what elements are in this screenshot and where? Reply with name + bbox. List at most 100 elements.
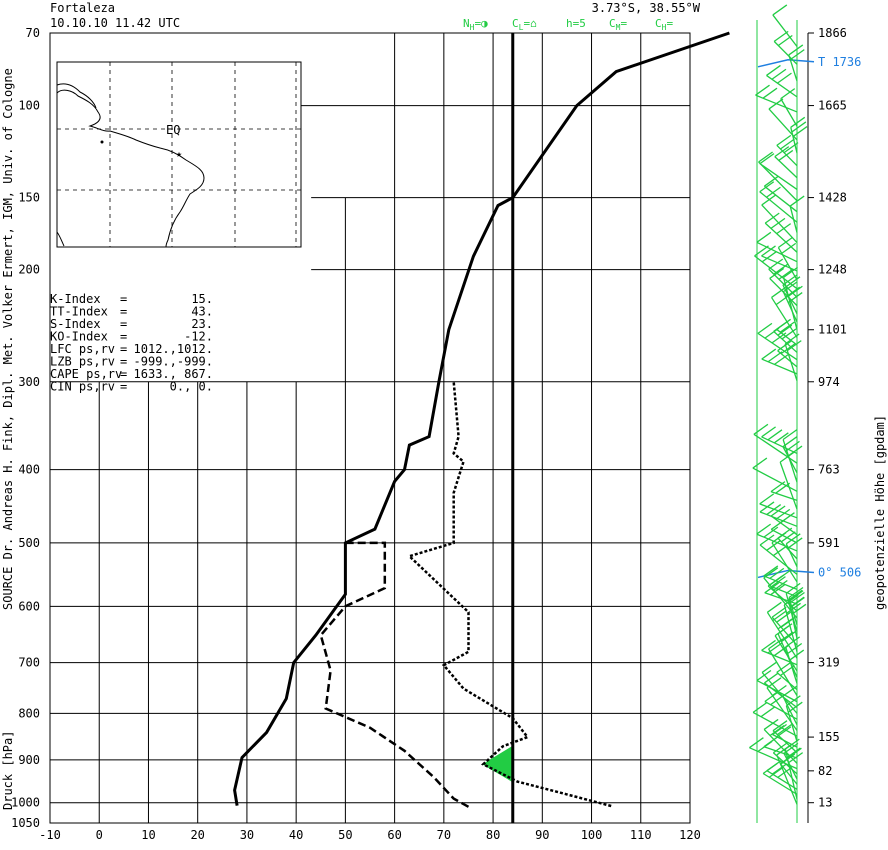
wind-barb xyxy=(788,590,807,639)
wind-barb xyxy=(773,320,798,353)
pressure-tick-label: 150 xyxy=(18,191,40,205)
wind-barb xyxy=(759,181,798,223)
wind-barb xyxy=(752,701,798,737)
height-tick-label: 1101 xyxy=(818,323,847,337)
wind-barb xyxy=(785,533,803,567)
pressure-tick-label: 900 xyxy=(18,753,40,767)
index-name: K-Index xyxy=(50,292,101,306)
stability-indices: K-Index = 15. TT-Index = 43. S-Index = 23. KO-Ind… xyxy=(50,292,213,394)
wind-barb xyxy=(783,594,801,652)
x-tick-label: 90 xyxy=(535,828,549,842)
index-sep: = xyxy=(120,367,127,381)
wind-barb xyxy=(761,661,798,714)
x-tick-label: 20 xyxy=(190,828,204,842)
x-tick-label: 80 xyxy=(486,828,500,842)
pressure-tick-label: 1000 xyxy=(11,796,40,810)
wind-barb xyxy=(756,231,798,263)
height-tick-label: 1248 xyxy=(818,263,847,277)
index-name: LZB ps,rv xyxy=(50,355,115,369)
wind-barb xyxy=(766,64,798,98)
cloud-code-nh: NH=◑ xyxy=(463,17,488,32)
height-tick-label: 591 xyxy=(818,536,840,550)
index-name: CAPE ps,rv xyxy=(50,367,122,381)
wind-barb xyxy=(761,194,798,243)
wind-barb xyxy=(763,565,798,590)
height-axis-label: geopotenzielle Höhe [gpdam] xyxy=(873,415,887,610)
height-tick-label: 1665 xyxy=(818,99,847,113)
wind-barb xyxy=(758,151,798,202)
cloud-codes: NH=◑ CL=⌂ h=5 CM= CH= xyxy=(463,17,673,32)
wind-barb xyxy=(759,501,798,527)
pressure-tick-label: 100 xyxy=(18,99,40,113)
wind-barb xyxy=(788,586,805,626)
index-sep: = xyxy=(120,380,127,394)
wind-barb xyxy=(754,245,798,290)
pressure-axis-label: Druck [hPa] xyxy=(1,731,15,810)
index-name: KO-Index xyxy=(50,330,108,344)
wind-barb xyxy=(757,322,798,361)
wind-barb xyxy=(770,518,798,544)
wind-barb xyxy=(776,134,799,167)
wind-barb xyxy=(759,153,798,191)
x-tick-label: 0 xyxy=(96,828,103,842)
wind-barbs xyxy=(749,4,808,823)
index-value: 0., 0. xyxy=(170,380,213,394)
wind-barb xyxy=(761,426,798,454)
cloud-code-cm: CM= xyxy=(609,17,627,32)
wind-barb xyxy=(788,44,805,82)
cloud-code-h: h=5 xyxy=(566,17,586,30)
pressure-tick-label: 200 xyxy=(18,263,40,277)
cloud-code-ch: CH= xyxy=(655,17,673,32)
height-tick-label: 155 xyxy=(818,730,840,744)
pressure-tick-label: 800 xyxy=(18,706,40,720)
pressure-tick-label: 1050 xyxy=(11,816,40,830)
x-tick-label: 50 xyxy=(338,828,352,842)
special-level-marker xyxy=(757,59,815,68)
index-sep: = xyxy=(120,330,127,344)
pressure-tick-label: 70 xyxy=(26,26,40,40)
observation-time: 10.10.10 11.42 UTC xyxy=(50,16,180,30)
x-tick-label: 110 xyxy=(630,828,652,842)
index-value: -999.,-999. xyxy=(134,355,213,369)
wind-barb xyxy=(773,30,798,65)
wind-barb xyxy=(779,451,798,510)
wind-barb xyxy=(777,623,798,678)
index-sep: = xyxy=(120,317,127,331)
wind-barb xyxy=(782,281,803,323)
wind-barb xyxy=(763,718,798,764)
pressure-axis-ticks: 70 100 150 200 300 400 500 600 700 800 900 1000 1050 xyxy=(11,26,40,830)
wind-barb xyxy=(772,720,798,754)
index-name: LFC ps,rv xyxy=(50,342,115,356)
wind-barb xyxy=(776,661,798,691)
index-value: 1633., 867. xyxy=(134,367,213,381)
wind-barb xyxy=(780,88,798,127)
wind-barb xyxy=(782,266,803,330)
index-value: 15. xyxy=(191,292,213,306)
wind-barb xyxy=(774,146,798,179)
index-value: -12. xyxy=(184,330,213,344)
chart-grid xyxy=(49,32,691,824)
wind-barb xyxy=(764,672,798,709)
index-value: 43. xyxy=(191,305,213,319)
index-value: 23. xyxy=(191,317,213,331)
wind-barb xyxy=(782,429,798,483)
wind-barb xyxy=(789,195,805,233)
wind-barb xyxy=(763,175,798,213)
index-name: S-Index xyxy=(50,317,101,331)
map-frame xyxy=(56,61,302,248)
station-title: Fortaleza xyxy=(50,1,115,15)
height-tick-label: 13 xyxy=(818,796,832,810)
wind-barb xyxy=(777,236,798,281)
special-level-label: T 1736 xyxy=(818,55,861,69)
height-tick-label: 1428 xyxy=(818,191,847,205)
cloud-code-cl: CL=⌂ xyxy=(512,17,537,32)
index-sep: = xyxy=(120,342,127,356)
special-level-label: 0° 506 xyxy=(818,565,861,579)
wind-barb xyxy=(768,638,798,696)
equator-label: EQ xyxy=(166,123,180,137)
x-tick-label: 120 xyxy=(679,828,701,842)
coastline xyxy=(56,89,205,248)
wind-barb xyxy=(772,4,798,47)
index-sep: = xyxy=(120,292,127,306)
